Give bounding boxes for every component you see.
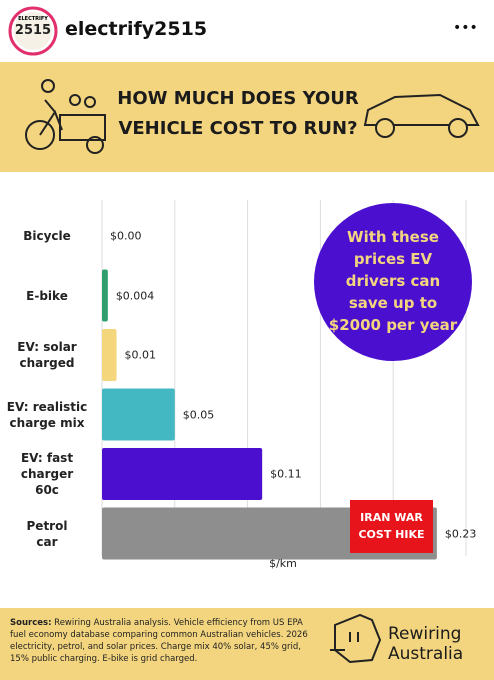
value-label: $0.00 [110, 229, 142, 243]
bar [102, 329, 117, 381]
x-axis-label: $/km [269, 557, 297, 570]
sources: Sources: Rewiring Australia analysis. Ve… [10, 617, 310, 665]
title: VEHICLE COST TO RUN? [118, 118, 358, 139]
y-tick-label: EV: solar charged [17, 340, 77, 370]
bike-icon [25, 79, 106, 154]
sources-label: Sources: [10, 618, 52, 628]
sources-text: Rewiring Australia analysis. Vehicle eff… [10, 618, 308, 664]
avatar-top: ELECTRIFY [18, 16, 48, 22]
annotation: IRAN WAR COST HIKE [358, 511, 425, 541]
menu[interactable]: ••• [453, 20, 478, 36]
value-label: $0.01 [124, 348, 157, 362]
annotation-box [350, 500, 433, 553]
avatar-ring [8, 6, 58, 56]
bar [102, 448, 263, 500]
bar [102, 388, 175, 441]
banner-bg [0, 62, 494, 172]
logo-text: Rewiring Australia [388, 624, 464, 664]
car-icon [363, 93, 480, 138]
value-label: $0.004 [115, 289, 155, 302]
avatar-main: 2515 [14, 23, 52, 38]
annotation-circle [314, 203, 472, 361]
value-label: $0.23 [444, 527, 477, 540]
y-tick-label: Bicycle [23, 229, 71, 243]
title: HOW MUCH DOES YOUR [117, 88, 359, 109]
y-tick-label: E-bike [26, 288, 68, 303]
username[interactable]: electrify2515 [65, 18, 208, 40]
bar [102, 269, 108, 322]
y-tick-label: EV: realistic charge mix [6, 399, 88, 430]
footer-bg [0, 608, 494, 680]
y-tick-label: EV: fast charger 60c [20, 451, 74, 497]
value-label: $0.11 [270, 467, 302, 481]
avatar [14, 12, 52, 50]
value-label: $0.05 [182, 408, 215, 421]
logo-icon [330, 613, 382, 664]
y-tick-label: Petrol car [26, 518, 68, 549]
annotation: With these prices EV drivers can save up… [328, 228, 458, 334]
